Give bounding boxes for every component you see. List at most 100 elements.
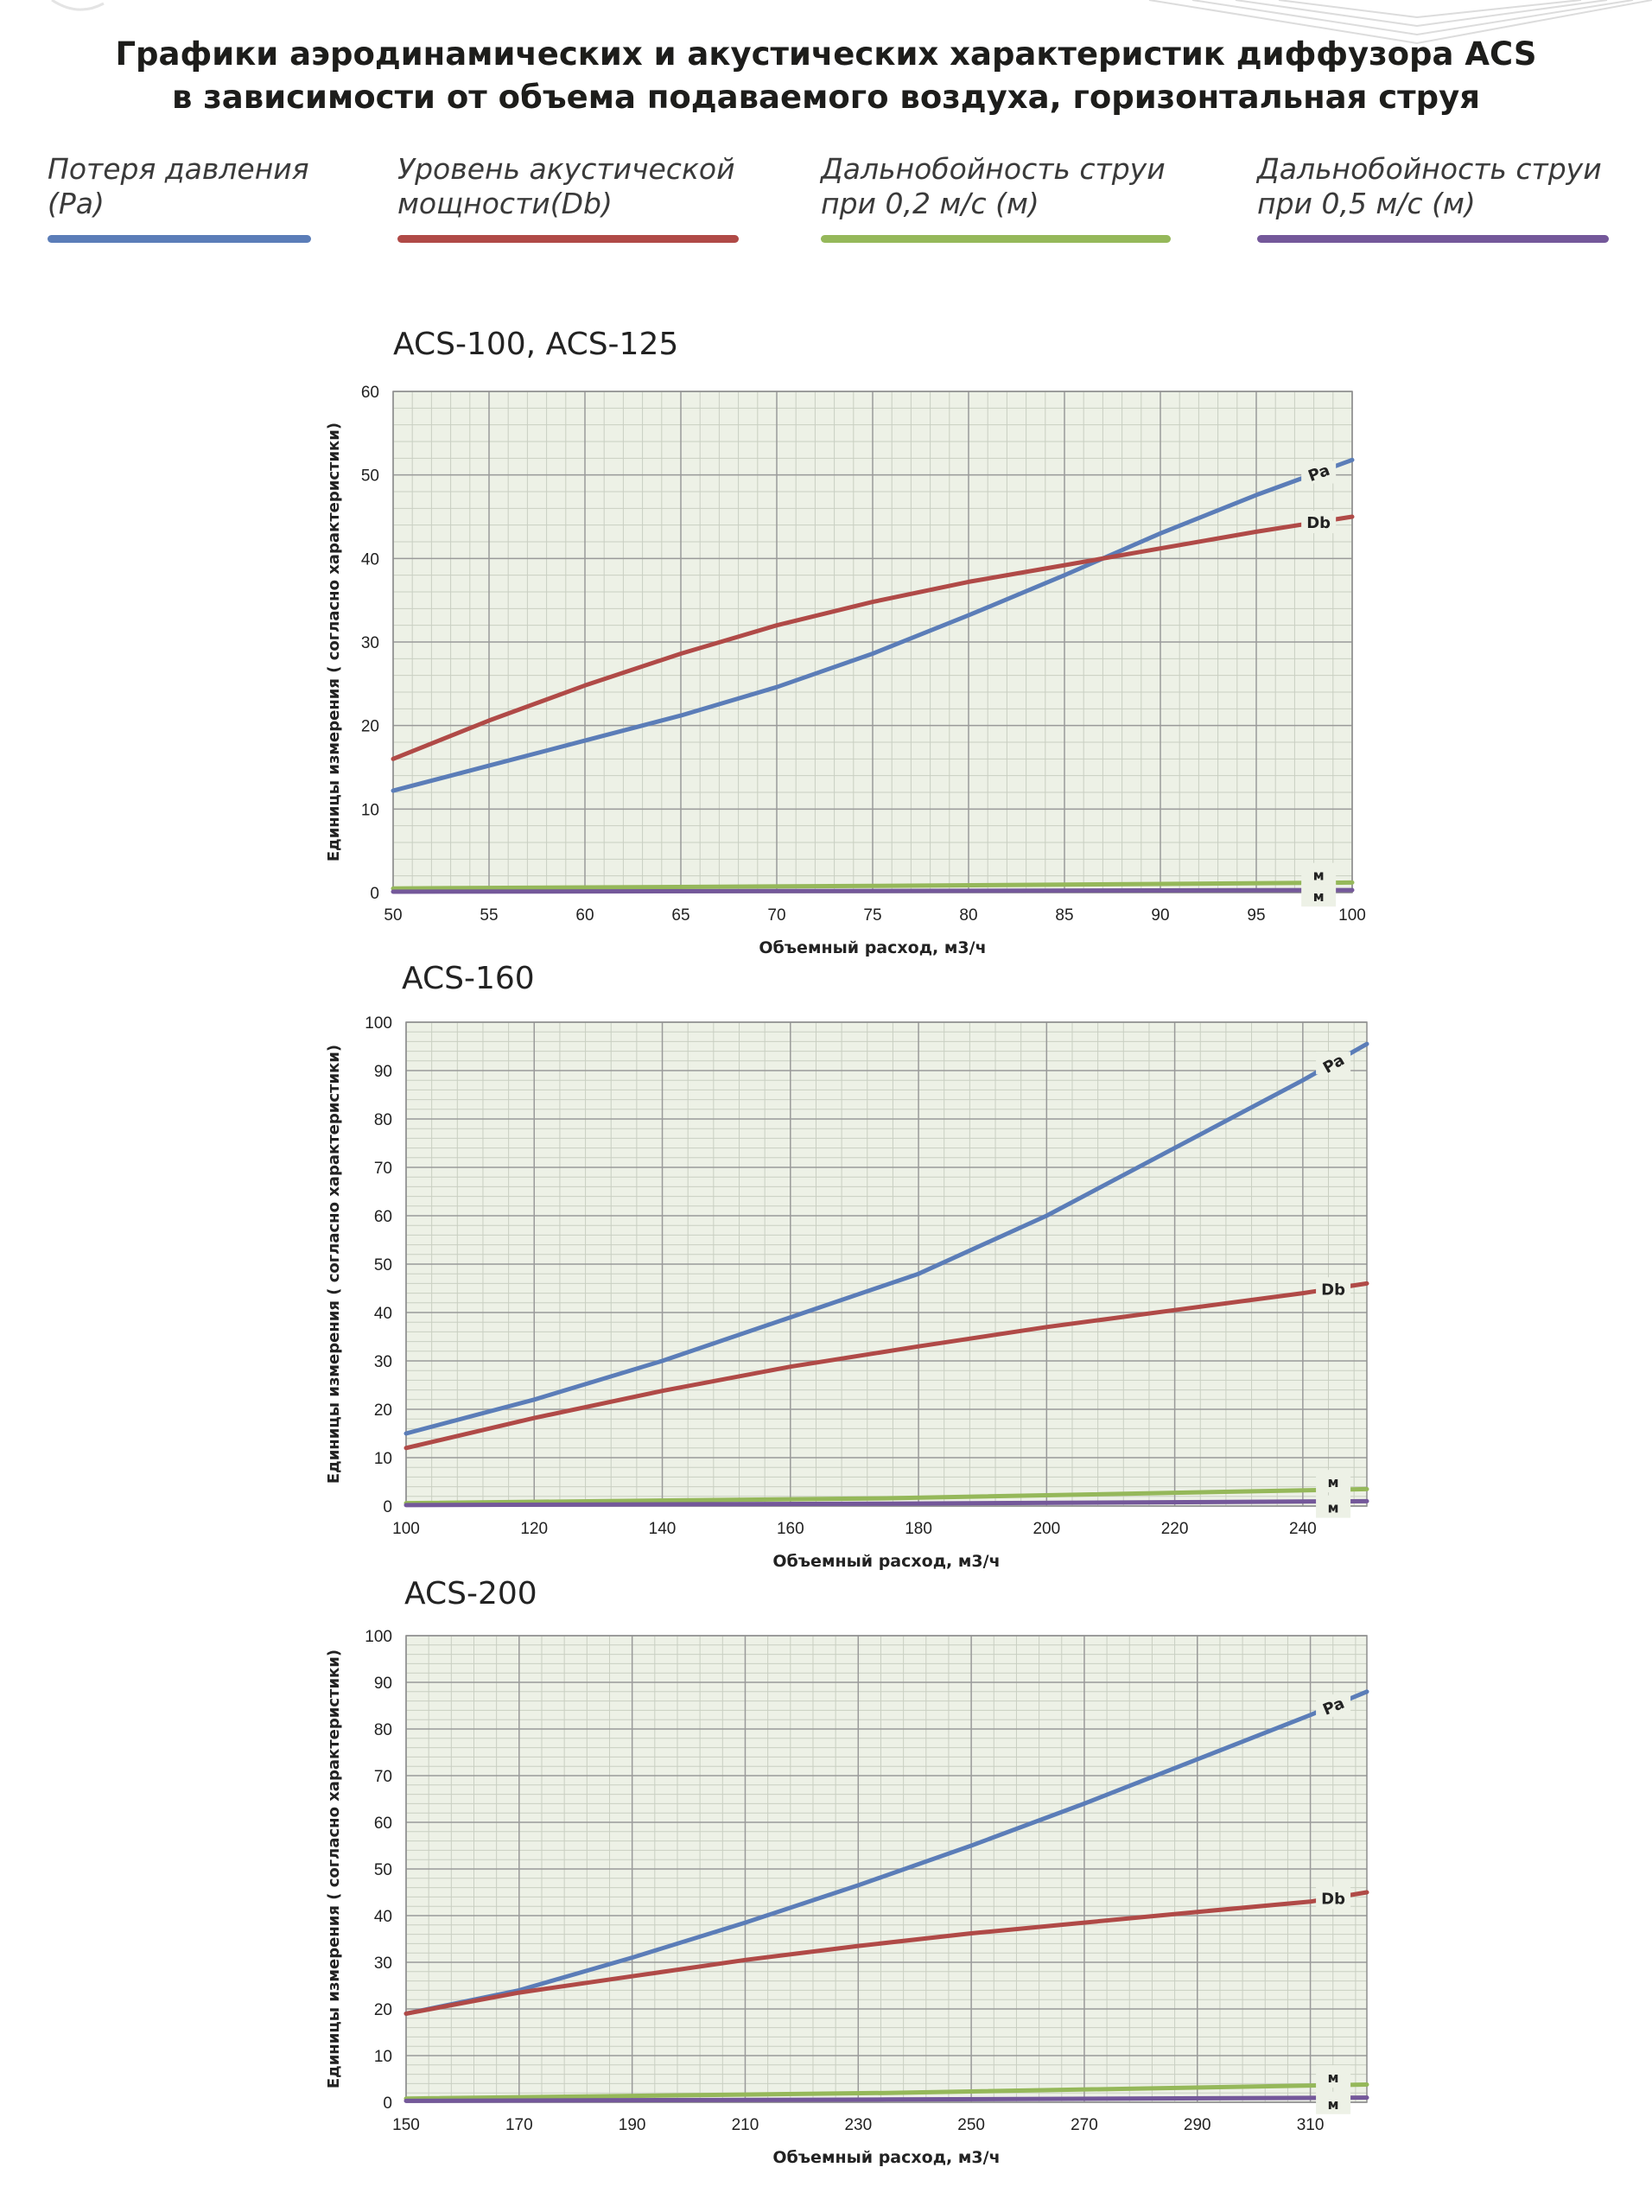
y-tick-label: 30 bbox=[374, 1353, 392, 1371]
y-tick-label: 40 bbox=[374, 1305, 392, 1323]
x-tick-label: 150 bbox=[392, 2116, 420, 2134]
series-label: м bbox=[1313, 888, 1325, 905]
y-tick-label: 50 bbox=[361, 467, 379, 486]
y-tick-label: 80 bbox=[374, 1721, 392, 1739]
y-tick-label: 60 bbox=[374, 1208, 392, 1226]
chart-plot-acs-160: 0 10 20 30 40 50 60 70 80 90 100 100 120 140 160 180 200… bbox=[325, 1014, 1369, 1571]
series-label-gap bbox=[1316, 1470, 1351, 1493]
y-tick-label: 90 bbox=[374, 1675, 392, 1693]
y-tick-label: 70 bbox=[374, 1160, 392, 1178]
x-tick-label: 160 bbox=[777, 1520, 804, 1538]
x-tick-label: 70 bbox=[767, 906, 785, 925]
x-tick-label: 210 bbox=[732, 2116, 759, 2134]
x-tick-label: 100 bbox=[1338, 906, 1366, 925]
series-label: м bbox=[1328, 1500, 1339, 1516]
series-label-gap bbox=[1316, 2065, 1351, 2088]
x-tick-label: 250 bbox=[957, 2116, 985, 2134]
y-tick-label: 0 bbox=[383, 2094, 392, 2113]
x-tick-label: 55 bbox=[480, 906, 498, 925]
x-tick-label: 50 bbox=[384, 906, 402, 925]
series-label-gap bbox=[1316, 1886, 1351, 1910]
series-line-m-02 bbox=[391, 880, 1355, 891]
chart-title: ACS-100, ACS-125 bbox=[393, 327, 679, 362]
x-tick-label: 180 bbox=[905, 1520, 932, 1538]
series-label-gap bbox=[1301, 511, 1337, 534]
series-label: м bbox=[1313, 868, 1325, 884]
series-line-db bbox=[391, 514, 1355, 761]
corner-decoration bbox=[51, 0, 1652, 45]
series-line-pa bbox=[403, 1689, 1369, 2016]
y-tick-label: 50 bbox=[374, 1256, 392, 1274]
series-line-db bbox=[403, 1281, 1369, 1451]
series-label-gap bbox=[1316, 1277, 1351, 1300]
chart-title: ACS-200 bbox=[404, 1576, 537, 1611]
legend-swatch-purple bbox=[1257, 235, 1609, 243]
y-tick-label: 0 bbox=[370, 885, 379, 903]
page-title: Графики аэродинамических и акустических … bbox=[0, 33, 1652, 119]
series-line-m-05 bbox=[391, 887, 1355, 894]
y-tick-label: 10 bbox=[361, 801, 379, 819]
legend-label-acoustic-power: Уровень акустической мощности(Db) bbox=[397, 152, 735, 220]
legend-item-acoustic-power: Уровень акустической мощности(Db) bbox=[397, 152, 743, 243]
y-axis-label: Единицы измерения ( согласно характерист… bbox=[325, 423, 343, 861]
series-label-gap bbox=[1301, 461, 1337, 484]
y-tick-label: 40 bbox=[374, 1908, 392, 1926]
y-tick-label: 10 bbox=[374, 1450, 392, 1468]
series-label-gap bbox=[1316, 1694, 1351, 1717]
x-tick-label: 75 bbox=[863, 906, 881, 925]
legend-swatch-blue bbox=[48, 235, 311, 243]
series-line-m-02 bbox=[403, 2082, 1369, 2101]
legend-label-pressure-loss: Потеря давления (Pa) bbox=[48, 152, 309, 220]
chart-plot-acs-100-125: 0 10 20 30 40 50 60 50 55 60 65 70 75 80 85 90 95 100 Объе… bbox=[325, 384, 1366, 957]
y-axis-label: Единицы измерения ( согласно характерист… bbox=[325, 1649, 343, 2088]
y-tick-label: 90 bbox=[374, 1063, 392, 1081]
y-tick-label: 20 bbox=[374, 2001, 392, 2019]
x-tick-label: 190 bbox=[619, 2116, 646, 2134]
x-axis-label: Объемный расход, м3/ч bbox=[759, 938, 986, 957]
x-tick-label: 60 bbox=[575, 906, 594, 925]
chart-title: ACS-160 bbox=[402, 961, 535, 996]
x-tick-label: 310 bbox=[1297, 2116, 1325, 2134]
plot-border bbox=[405, 1635, 1368, 2103]
y-tick-label: 30 bbox=[374, 1955, 392, 1973]
legend-swatch-red bbox=[397, 235, 739, 243]
x-axis-label: Объемный расход, м3/ч bbox=[772, 1552, 1000, 1571]
legend-label-throw-02: Дальнобойность струи при 0,2 м/с (м) bbox=[821, 152, 1166, 220]
series-label: м bbox=[1328, 2069, 1339, 2086]
legend-item-throw-05: Дальнобойность струи при 0,5 м/с (м) bbox=[1257, 152, 1611, 243]
x-tick-label: 230 bbox=[844, 2116, 872, 2134]
x-tick-label: 85 bbox=[1055, 906, 1073, 925]
y-axis-label: Единицы измерения ( согласно характерист… bbox=[325, 1045, 343, 1484]
legend-label-throw-05: Дальнобойность струи при 0,5 м/с (м) bbox=[1257, 152, 1602, 220]
x-tick-label: 100 bbox=[392, 1520, 420, 1538]
page-title-line1: Графики аэродинамических и акустических … bbox=[115, 35, 1537, 73]
y-tick-label: 10 bbox=[374, 2048, 392, 2066]
legend-item-pressure-loss: Потеря давления (Pa) bbox=[48, 152, 315, 243]
y-tick-label: 20 bbox=[361, 718, 379, 736]
series-label-gap bbox=[1316, 2091, 1351, 2114]
y-tick-label: 30 bbox=[361, 634, 379, 652]
series-label-gap bbox=[1301, 884, 1337, 907]
x-tick-label: 290 bbox=[1184, 2116, 1211, 2134]
y-tick-label: 80 bbox=[374, 1111, 392, 1129]
y-tick-label: 100 bbox=[365, 1014, 392, 1033]
series-line-pa bbox=[403, 1041, 1369, 1436]
legend-swatch-green bbox=[821, 235, 1171, 243]
y-tick-label: 20 bbox=[374, 1402, 392, 1420]
y-tick-label: 70 bbox=[374, 1768, 392, 1786]
series-line-m-05 bbox=[403, 1498, 1369, 1508]
x-tick-label: 80 bbox=[959, 906, 977, 925]
x-tick-label: 90 bbox=[1151, 906, 1169, 925]
x-tick-label: 170 bbox=[505, 2116, 533, 2134]
series-label-gap bbox=[1301, 862, 1337, 886]
x-tick-label: 240 bbox=[1289, 1520, 1317, 1538]
series-label: Db bbox=[1306, 514, 1331, 532]
x-tick-label: 95 bbox=[1247, 906, 1265, 925]
x-tick-label: 120 bbox=[520, 1520, 548, 1538]
x-tick-label: 270 bbox=[1071, 2116, 1098, 2134]
x-tick-label: 220 bbox=[1161, 1520, 1189, 1538]
chart-acs-160: ACS-160 0 10 20 30 40 50 60 70 80 90 100 100 120 140 1… bbox=[0, 959, 1652, 1581]
y-tick-label: 100 bbox=[365, 1628, 392, 1646]
series-label: м bbox=[1328, 2096, 1339, 2113]
legend-item-throw-02: Дальнобойность струи при 0,2 м/с (м) bbox=[821, 152, 1175, 243]
